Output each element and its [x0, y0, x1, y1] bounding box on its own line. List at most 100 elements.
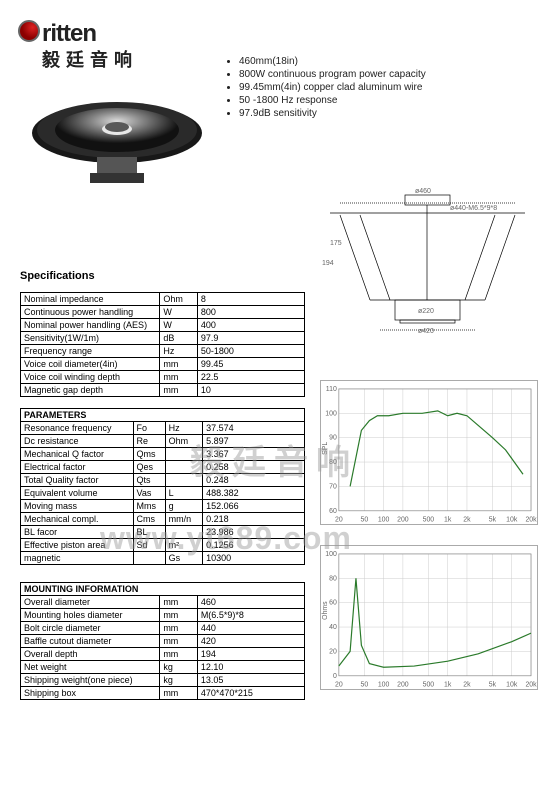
feature-item: 800W continuous program power capacity: [239, 69, 426, 80]
table-cell: 3.367: [203, 448, 305, 461]
svg-text:50: 50: [360, 682, 368, 689]
table-cell: Mounting holes diameter: [21, 609, 160, 622]
svg-text:20k: 20k: [525, 682, 537, 689]
feature-item: 97.9dB sensitivity: [239, 108, 426, 119]
svg-text:10k: 10k: [506, 682, 518, 689]
table-cell: Overall diameter: [21, 596, 160, 609]
table-cell: 420: [197, 635, 304, 648]
feature-item: 99.45mm(4in) copper clad aluminum wire: [239, 82, 426, 93]
table-cell: magnetic: [21, 552, 134, 565]
table-cell: mm/n: [165, 513, 203, 526]
table-cell: 12.10: [197, 661, 304, 674]
svg-text:50: 50: [360, 517, 368, 524]
table-cell: Mechanical compl.: [21, 513, 134, 526]
table-cell: Continuous power handling: [21, 306, 160, 319]
feature-list: 460mm(18in) 800W continuous program powe…: [225, 54, 426, 121]
table-cell: Bolt circle diameter: [21, 622, 160, 635]
svg-text:5k: 5k: [489, 517, 497, 524]
table-cell: 194: [197, 648, 304, 661]
table-cell: Hz: [160, 345, 198, 358]
dim-label: ø420: [418, 328, 434, 335]
table-cell: 400: [197, 319, 304, 332]
spec-table-1: Nominal impedanceOhm8 Continuous power ha…: [20, 292, 305, 397]
table-cell: 8: [197, 293, 304, 306]
table-cell: 440: [197, 622, 304, 635]
table-cell: Sd: [133, 539, 165, 552]
table-cell: [133, 552, 165, 565]
svg-text:100: 100: [325, 410, 337, 417]
table-cell: mm: [160, 622, 198, 635]
table-cell: Voice coil winding depth: [21, 371, 160, 384]
table-cell: BL facor: [21, 526, 134, 539]
table-cell: 0.258: [203, 461, 305, 474]
dim-label: ø440-M6.5*9*8: [450, 205, 497, 212]
table-cell: BL: [133, 526, 165, 539]
dim-label: 194: [322, 260, 334, 267]
svg-text:200: 200: [397, 682, 409, 689]
table-cell: 5.897: [203, 435, 305, 448]
table-cell: Hz: [165, 422, 203, 435]
spec-table-3: MOUNTING INFORMATIONOverall diametermm46…: [20, 582, 305, 700]
feature-item: 50 -1800 Hz response: [239, 95, 426, 106]
table-cell: Nominal impedance: [21, 293, 160, 306]
table-cell: mm: [160, 687, 198, 700]
table-cell: W: [160, 319, 198, 332]
table-cell: m²: [165, 539, 203, 552]
table-cell: Electrical factor: [21, 461, 134, 474]
table-cell: 0.218: [203, 513, 305, 526]
svg-text:100: 100: [378, 517, 390, 524]
table-cell: mm: [160, 609, 198, 622]
table-cell: 22.5: [197, 371, 304, 384]
table-cell: [165, 474, 203, 487]
table-cell: 10: [197, 384, 304, 397]
table-cell: W: [160, 306, 198, 319]
logo-icon: [18, 20, 40, 42]
table-cell: Total Quality factor: [21, 474, 134, 487]
table-cell: Shipping weight(one piece): [21, 674, 160, 687]
table-cell: Effective piston area: [21, 539, 134, 552]
impedance-chart: 20501002005001k2k5k10k20k020406080100Ohm…: [320, 545, 538, 690]
table-cell: Frequency range: [21, 345, 160, 358]
svg-text:80: 80: [329, 459, 337, 466]
table-cell: Magnetic gap depth: [21, 384, 160, 397]
svg-text:2k: 2k: [463, 682, 471, 689]
table-cell: 13.05: [197, 674, 304, 687]
table-cell: 50-1800: [197, 345, 304, 358]
svg-text:500: 500: [423, 517, 435, 524]
svg-text:110: 110: [326, 386, 337, 393]
table-cell: 460: [197, 596, 304, 609]
feature-item: 460mm(18in): [239, 56, 426, 67]
table-cell: Ohm: [160, 293, 198, 306]
table-cell: Mms: [133, 500, 165, 513]
svg-text:70: 70: [329, 483, 337, 490]
table-cell: 23.986: [203, 526, 305, 539]
table-cell: 800: [197, 306, 304, 319]
svg-text:20k: 20k: [525, 517, 537, 524]
table-cell: Qts: [133, 474, 165, 487]
svg-text:20: 20: [335, 682, 343, 689]
svg-text:1k: 1k: [444, 682, 452, 689]
svg-text:20: 20: [335, 517, 343, 524]
table-cell: Shipping box: [21, 687, 160, 700]
table-cell: 152.066: [203, 500, 305, 513]
svg-text:100: 100: [378, 682, 390, 689]
table-cell: Resonance frequency: [21, 422, 134, 435]
svg-text:5k: 5k: [489, 682, 497, 689]
svg-text:200: 200: [397, 517, 409, 524]
brand-name: ritten: [42, 20, 138, 48]
table-cell: Cms: [133, 513, 165, 526]
svg-text:Ohms: Ohms: [322, 601, 329, 620]
table-cell: 0.1256: [203, 539, 305, 552]
table-cell: Net weight: [21, 661, 160, 674]
svg-text:10k: 10k: [506, 517, 518, 524]
svg-text:1k: 1k: [444, 517, 452, 524]
svg-text:100: 100: [325, 551, 337, 558]
table-cell: [165, 526, 203, 539]
table-cell: Qms: [133, 448, 165, 461]
table-cell: mm: [160, 596, 198, 609]
table-cell: Voice coil diameter(4in): [21, 358, 160, 371]
table-cell: 97.9: [197, 332, 304, 345]
table-cell: 0.248: [203, 474, 305, 487]
svg-text:60: 60: [329, 600, 337, 607]
brand-sub: 毅廷音响: [42, 46, 138, 72]
